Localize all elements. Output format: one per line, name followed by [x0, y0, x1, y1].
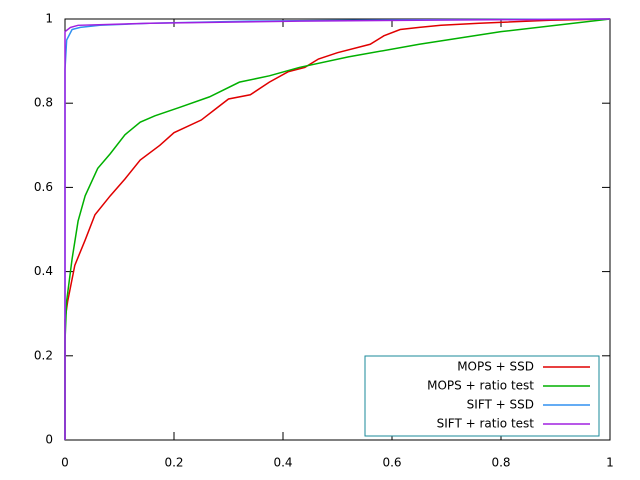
legend-box: [364, 355, 600, 437]
y-tick-label: 0.8: [34, 96, 53, 110]
y-tick-label: 0: [45, 433, 53, 447]
series-line: [64, 18, 611, 440]
x-tick-label: 0.4: [273, 456, 292, 470]
legend-label: SIFT + SSD: [467, 398, 534, 412]
series-line: [64, 18, 611, 440]
legend-label: SIFT + ratio test: [437, 417, 535, 431]
legend-label: MOPS + SSD: [457, 360, 534, 374]
x-tick-label: 1: [606, 456, 614, 470]
x-tick-label: 0.8: [491, 456, 510, 470]
x-tick-label: 0: [61, 456, 69, 470]
y-tick-label: 0.2: [34, 348, 53, 362]
x-tick-label: 0.6: [382, 456, 401, 470]
x-tick-label: 0.2: [164, 456, 183, 470]
y-tick-label: 0.4: [34, 264, 53, 278]
legend-label: MOPS + ratio test: [427, 379, 534, 393]
series-line: [64, 18, 611, 440]
y-tick-label: 1: [45, 12, 53, 26]
y-tick-label: 0.6: [34, 180, 53, 194]
